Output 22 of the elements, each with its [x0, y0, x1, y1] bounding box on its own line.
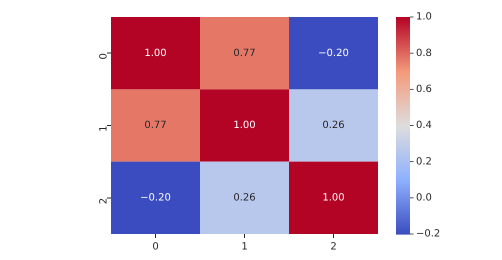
color-bar-label: 0.0: [416, 192, 432, 204]
color-bar-label: 0.2: [416, 156, 432, 168]
data-label: −0.20: [140, 192, 171, 204]
color-bar-label: 0.6: [416, 84, 432, 95]
data-label: 1.00: [322, 192, 345, 204]
data-label: 1.00: [233, 120, 256, 132]
data-label: 1.00: [144, 48, 167, 59]
x-tick-label: 2: [330, 242, 337, 253]
color-bar-label: 0.8: [416, 48, 432, 59]
y-tick-label: 2: [98, 198, 110, 204]
color-bar-label: 1.0: [416, 12, 432, 23]
color-bar-label: 0.4: [416, 120, 432, 132]
x-tick-label: 0: [152, 242, 159, 253]
data-label: 0.26: [233, 192, 256, 204]
x-tick-label: 1: [241, 242, 248, 253]
color-bar-label: −0.2: [416, 228, 440, 240]
y-tick-label: 0: [98, 53, 110, 60]
data-label: 0.77: [233, 48, 256, 59]
data-label: −0.20: [318, 48, 349, 59]
data-label: 0.26: [322, 120, 345, 132]
y-tick-label: 1: [98, 126, 110, 132]
data-label: 0.77: [144, 120, 167, 132]
